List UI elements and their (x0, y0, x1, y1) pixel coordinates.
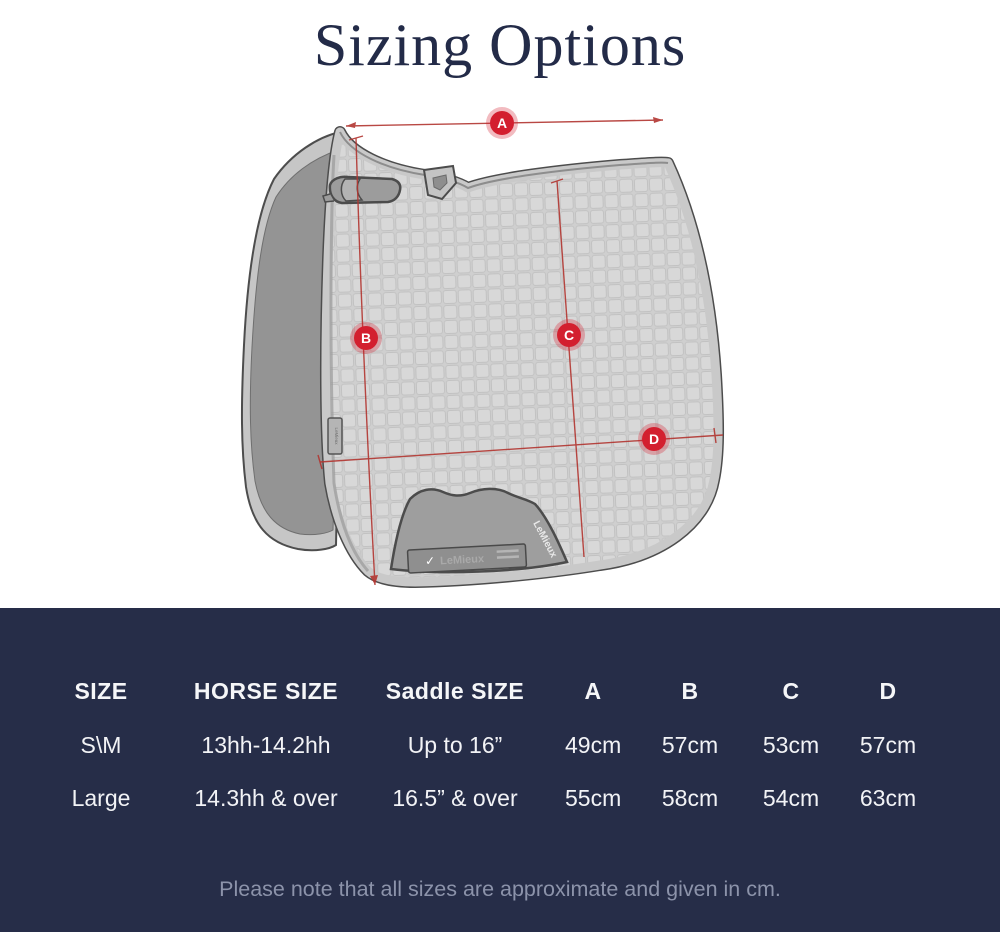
header-horse-size: HORSE SIZE (193, 678, 339, 704)
sizing-table-panel: SIZE HORSE SIZE Saddle SIZE A B C D S\M … (0, 608, 1000, 932)
cell-saddle-size: 16.5” & over (392, 785, 518, 811)
cell-horse-size: 14.3hh & over (194, 785, 338, 811)
girth-patch: LeMieux ✓ LeMieux (389, 487, 569, 574)
header-size: SIZE (74, 678, 128, 704)
marker-a-letter: A (497, 115, 507, 131)
header-saddle-size: Saddle SIZE (385, 678, 525, 704)
cell-horse-size: 13hh-14.2hh (201, 732, 331, 758)
page-title: Sizing Options (313, 11, 687, 78)
saddle-pad-rear-flap (240, 130, 342, 552)
header-c: C (782, 678, 800, 704)
cell-a: 55cm (565, 785, 622, 811)
cell-d: 63cm (859, 785, 917, 811)
header-b: B (681, 678, 699, 704)
cell-b: 58cm (661, 785, 719, 811)
cell-d: 57cm (859, 732, 917, 758)
label-check-icon: ✓ (425, 554, 436, 569)
cell-size: Large (71, 785, 131, 811)
header-a: A (584, 678, 602, 704)
measurement-markers: A B C D (350, 107, 670, 455)
cell-b: 57cm (661, 732, 719, 758)
marker-b-letter: B (361, 330, 371, 346)
marker-d: D (638, 423, 670, 455)
cell-c: 54cm (762, 785, 820, 811)
header-d: D (879, 678, 897, 704)
table-row: Large 14.3hh & over 16.5” & over 55cm 58… (15, 783, 985, 813)
cell-a: 49cm (565, 732, 622, 758)
approximate-sizes-note: Please note that all sizes are approxima… (219, 877, 781, 901)
marker-a: A (486, 107, 518, 139)
cell-c: 53cm (762, 732, 820, 758)
cell-size: S\M (80, 732, 122, 758)
marker-d-letter: D (649, 431, 659, 447)
wither-strap (322, 175, 402, 205)
marker-c: C (553, 319, 585, 351)
marker-c-letter: C (564, 327, 574, 343)
table-header-row: SIZE HORSE SIZE Saddle SIZE A B C D (15, 676, 985, 706)
table-row: S\M 13hh-14.2hh Up to 16” 49cm 57cm 53cm… (15, 730, 985, 760)
cell-saddle-size: Up to 16” (407, 732, 503, 758)
marker-b: B (350, 322, 382, 354)
label-brand-text: LeMieux (440, 553, 485, 567)
side-tag: LeMieux (327, 417, 343, 455)
side-tag-text: LeMieux (334, 427, 339, 445)
brand-badge (422, 164, 458, 201)
saddle-pad-diagram: LeMieux LeMieux ✓ LeMieux (240, 107, 725, 588)
